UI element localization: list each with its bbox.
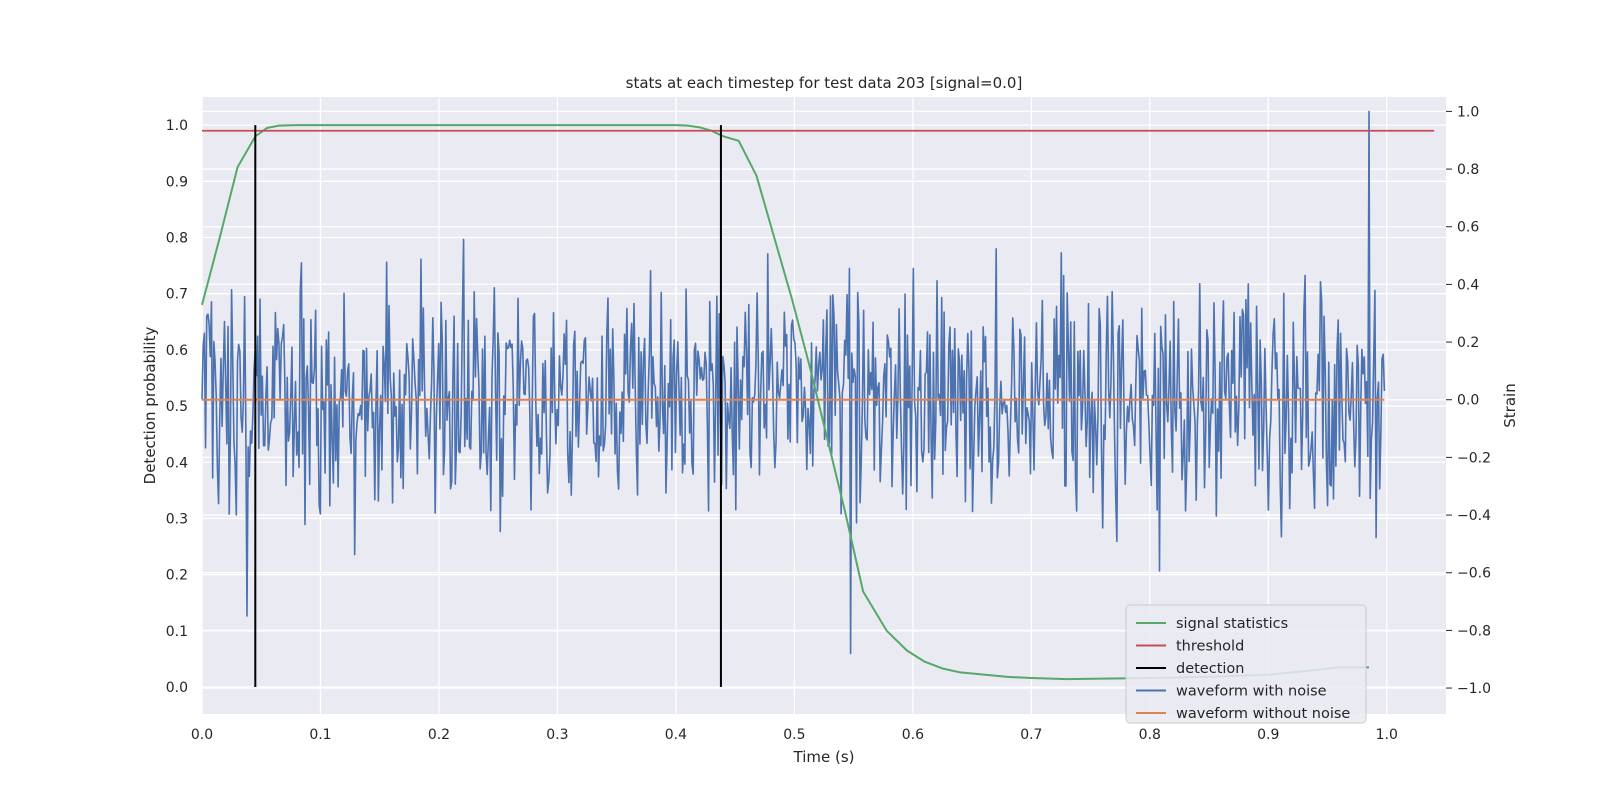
y-tick-label: 0.1 bbox=[166, 624, 188, 640]
y-tick-label-right: −1.0 bbox=[1457, 681, 1491, 697]
y-tick-label: 0.2 bbox=[166, 568, 188, 584]
y-tick-label-right: −0.8 bbox=[1457, 623, 1491, 639]
y-axis-label: Detection probability bbox=[141, 327, 159, 485]
y-axis-right-label: Strain bbox=[1501, 383, 1519, 427]
y-tick-label-right: 0.2 bbox=[1457, 335, 1479, 351]
x-tick-label: 0.6 bbox=[902, 727, 924, 743]
legend-label: threshold bbox=[1176, 639, 1244, 655]
legend-label: waveform without noise bbox=[1176, 706, 1350, 722]
y-tick-label: 0.4 bbox=[166, 455, 188, 471]
series-signal-statistics bbox=[201, 124, 1369, 681]
y-tick-label-right: 0.6 bbox=[1457, 220, 1479, 236]
x-axis-label: Time (s) bbox=[793, 748, 855, 766]
legend-label: waveform with noise bbox=[1176, 684, 1327, 700]
series-layer bbox=[201, 110, 1435, 688]
legend: signal statistics threshold detection wavef… bbox=[1125, 604, 1367, 724]
x-tick-label: 0.7 bbox=[1020, 727, 1042, 743]
y-tick-label: 0.8 bbox=[166, 230, 188, 246]
y-axis-right: −1.0 −0.8 −0.6 −0.4 −0.2 0.0 0.2 0.4 0.6 0.8 1.0 bbox=[1446, 104, 1491, 697]
y-tick-label-right: −0.2 bbox=[1457, 450, 1491, 466]
x-tick-label: 0.2 bbox=[428, 727, 450, 743]
x-tick-label: 0.0 bbox=[191, 727, 213, 743]
y-tick-label: 0.3 bbox=[166, 511, 188, 527]
x-tick-label: 0.8 bbox=[1139, 727, 1161, 743]
y-tick-label: 0.0 bbox=[166, 680, 188, 696]
y-tick-label: 0.9 bbox=[166, 174, 188, 190]
x-axis: 0.0 0.1 0.2 0.3 0.4 0.5 0.6 0.7 0.8 0.9 1.0 bbox=[191, 727, 1398, 743]
y-tick-label-right: −0.4 bbox=[1457, 508, 1491, 524]
y-tick-label: 0.6 bbox=[166, 343, 188, 359]
y-axis-left: 0.0 0.1 0.2 0.3 0.4 0.5 0.6 0.7 0.8 0.9 1.0 bbox=[166, 118, 188, 696]
y-tick-label: 0.7 bbox=[166, 287, 188, 303]
y-tick-label-right: 0.8 bbox=[1457, 162, 1479, 178]
legend-box bbox=[1125, 604, 1367, 724]
x-tick-label: 0.5 bbox=[783, 727, 805, 743]
series-waveform-with-noise bbox=[201, 110, 1386, 655]
y-tick-label: 1.0 bbox=[166, 118, 188, 134]
legend-label: detection bbox=[1176, 661, 1244, 677]
legend-label: signal statistics bbox=[1176, 616, 1288, 632]
x-tick-label: 0.4 bbox=[665, 727, 687, 743]
y-tick-label: 0.5 bbox=[166, 399, 188, 415]
y-tick-label-right: 1.0 bbox=[1457, 104, 1479, 120]
x-tick-label: 1.0 bbox=[1376, 727, 1398, 743]
x-tick-label: 0.3 bbox=[546, 727, 568, 743]
y-tick-label-right: 0.4 bbox=[1457, 277, 1479, 293]
x-tick-label: 0.1 bbox=[309, 727, 331, 743]
y-tick-label-right: 0.0 bbox=[1457, 393, 1479, 409]
x-tick-label: 0.9 bbox=[1257, 727, 1279, 743]
y-tick-label-right: −0.6 bbox=[1457, 566, 1491, 582]
chart-title: stats at each timestep for test data 203… bbox=[626, 74, 1023, 92]
